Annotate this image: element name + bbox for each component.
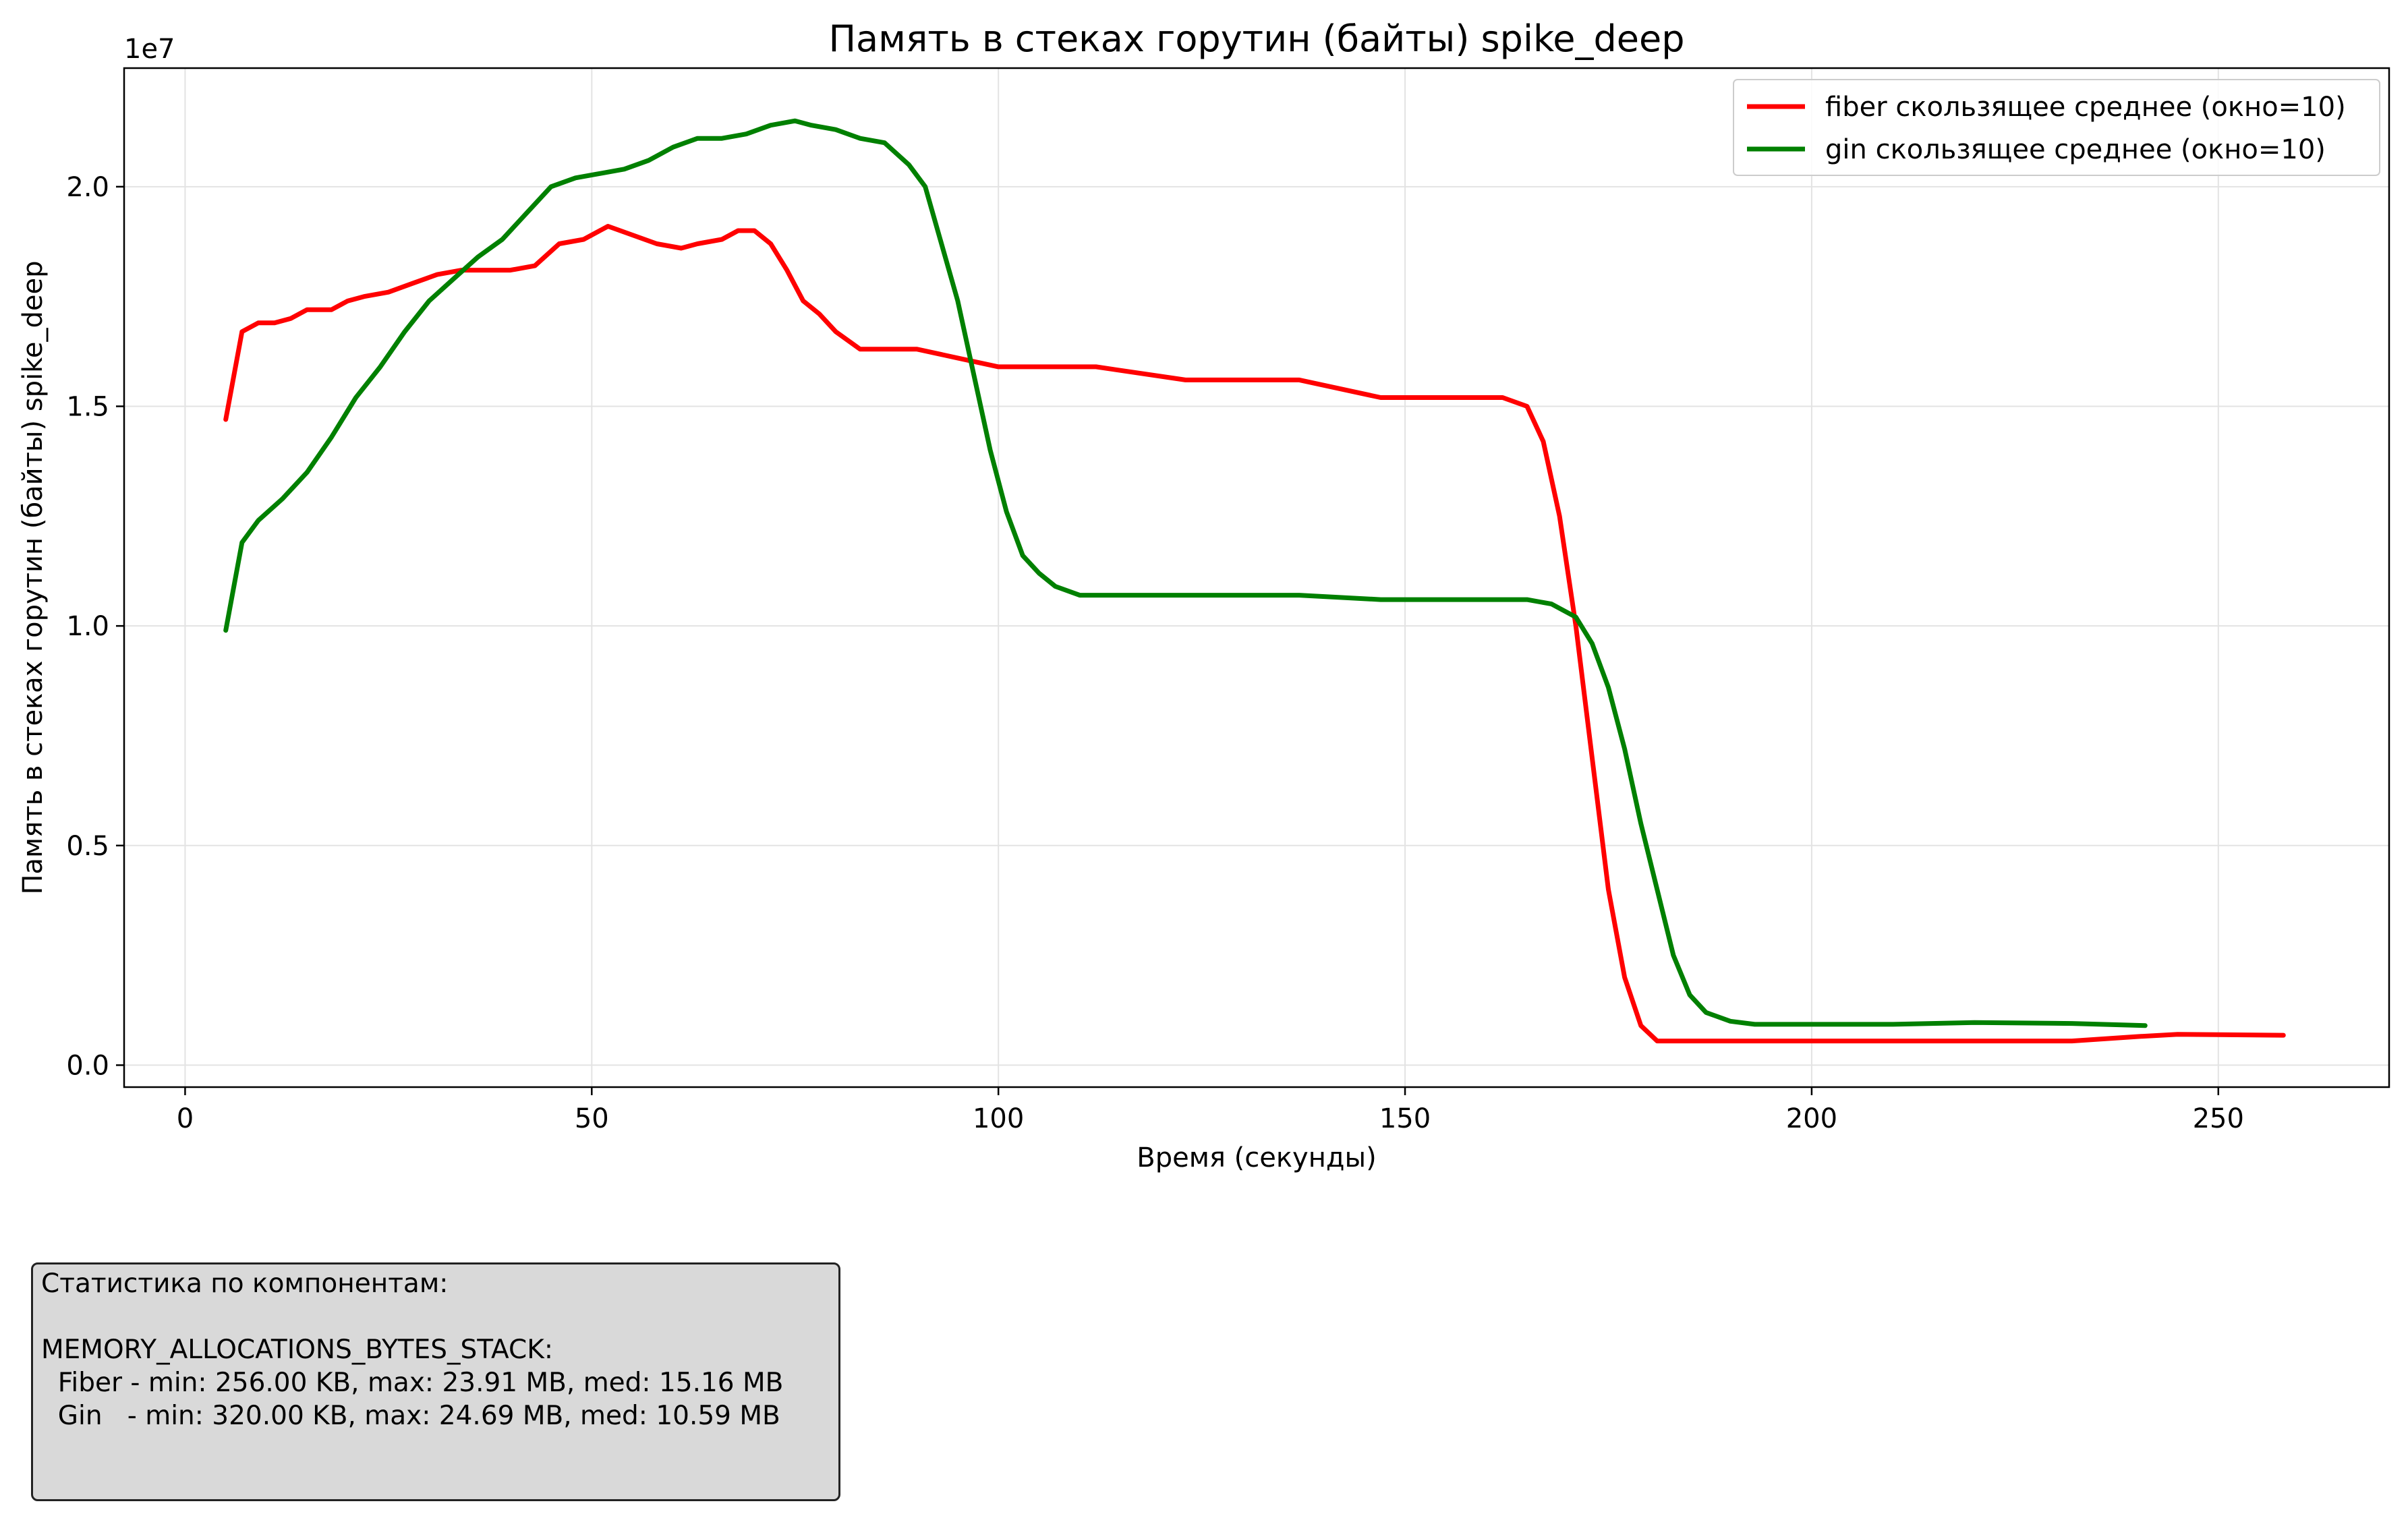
series-layer: [223, 118, 2286, 1044]
x-tick-label: 50: [575, 1103, 609, 1134]
legend-label-gin: gin скользящее среднее (окно=10): [1825, 134, 2326, 165]
ticks: 0 50 100 150 200 250 0.0 0.5 1.0 1.5 2.0: [66, 172, 2244, 1134]
chart: 0 50 100 150 200 250 0.0 0.5 1.0 1.5 2.0 Память в …: [18, 18, 2390, 1173]
chart-canvas: 0 50 100 150 200 250 0.0 0.5 1.0 1.5 2.0 Память в …: [18, 18, 2390, 1173]
stats-box: Статистика по компонентам: MEMORY_ALLOCA…: [31, 1262, 840, 1501]
y-tick-label: 1.0: [66, 611, 109, 642]
legend-label-fiber: fiber скользящее среднее (окно=10): [1825, 92, 2346, 123]
x-tick-label: 150: [1379, 1103, 1431, 1134]
x-axis-label: Время (секунды): [1137, 1142, 1376, 1173]
x-tick-label: 100: [973, 1103, 1024, 1134]
plot-frame: [123, 67, 2390, 1088]
x-tick-label: 200: [1786, 1103, 1837, 1134]
series-line-0: [223, 224, 2286, 1044]
grid: [124, 68, 2389, 1087]
y-tick-label: 1.5: [66, 391, 109, 422]
stats-gin: Gin - min: 320.00 KB, max: 24.69 MB, med…: [41, 1401, 780, 1431]
x-tick-label: 0: [177, 1103, 194, 1134]
y-tick-label: 0.0: [66, 1050, 109, 1081]
stats-blank-line: [41, 1300, 830, 1333]
stats-title: Статистика по компонентам:: [41, 1269, 449, 1299]
stats-metric: MEMORY_ALLOCATIONS_BYTES_STACK:: [41, 1335, 553, 1365]
y-axis-label: Память в стеках горутин (байты) spike_de…: [18, 260, 49, 894]
legend: fiber скользящее среднее (окно=10) gin с…: [1733, 79, 2380, 176]
series-line-1: [223, 118, 2148, 1028]
y-tick-label: 0.5: [66, 831, 109, 862]
legend-box: [1733, 79, 2380, 176]
stats-fiber: Fiber - min: 256.00 KB, max: 23.91 MB, m…: [41, 1368, 784, 1398]
y-tick-label: 2.0: [66, 172, 109, 203]
y-offset-label: 1e7: [124, 34, 175, 65]
chart-title: Память в стеках горутин (байты) spike_de…: [828, 18, 1684, 60]
x-tick-label: 250: [2193, 1103, 2244, 1134]
